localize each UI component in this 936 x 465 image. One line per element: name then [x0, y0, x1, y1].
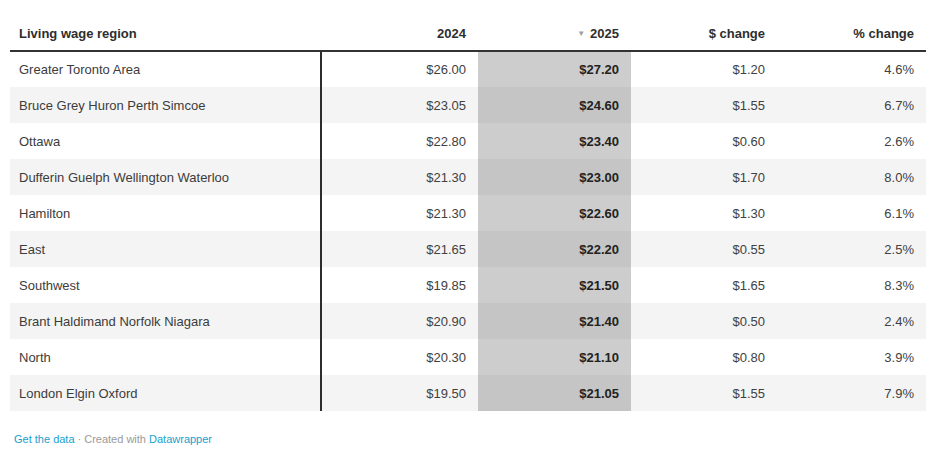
value-2025-cell: $21.10 — [478, 339, 631, 375]
value-2025-cell: $22.60 — [478, 195, 631, 231]
column-header-percent-change[interactable]: % change — [777, 20, 926, 51]
percent-change-cell: 2.5% — [777, 231, 926, 267]
table-row: Greater Toronto Area $26.00 $27.20 $1.20… — [10, 51, 926, 87]
region-cell: North — [10, 339, 321, 375]
table-row: Brant Haldimand Norfolk Niagara $20.90 $… — [10, 303, 926, 339]
region-cell: Southwest — [10, 267, 321, 303]
region-cell: Brant Haldimand Norfolk Niagara — [10, 303, 321, 339]
table-row: East $21.65 $22.20 $0.55 2.5% — [10, 231, 926, 267]
region-cell: Bruce Grey Huron Perth Simcoe — [10, 87, 321, 123]
footer-created-with-label: Created with — [84, 433, 146, 445]
column-header-2024[interactable]: 2024 — [321, 20, 478, 51]
dollar-change-cell: $0.55 — [631, 231, 777, 267]
dollar-change-cell: $0.60 — [631, 123, 777, 159]
value-2024-cell: $19.50 — [321, 375, 478, 411]
value-2024-cell: $19.85 — [321, 267, 478, 303]
value-2024-cell: $20.30 — [321, 339, 478, 375]
column-header-region[interactable]: Living wage region — [10, 20, 321, 51]
value-2024-cell: $22.80 — [321, 123, 478, 159]
region-cell: East — [10, 231, 321, 267]
region-cell: Hamilton — [10, 195, 321, 231]
percent-change-cell: 4.6% — [777, 51, 926, 87]
table-row: Ottawa $22.80 $23.40 $0.60 2.6% — [10, 123, 926, 159]
percent-change-cell: 8.0% — [777, 159, 926, 195]
dollar-change-cell: $1.30 — [631, 195, 777, 231]
value-2024-cell: $23.05 — [321, 87, 478, 123]
dollar-change-cell: $1.70 — [631, 159, 777, 195]
get-the-data-link[interactable]: Get the data — [14, 433, 75, 445]
value-2025-cell: $23.00 — [478, 159, 631, 195]
dollar-change-cell: $0.50 — [631, 303, 777, 339]
table-row: Southwest $19.85 $21.50 $1.65 8.3% — [10, 267, 926, 303]
percent-change-cell: 7.9% — [777, 375, 926, 411]
column-header-2025-label: 2025 — [590, 26, 619, 41]
region-cell: Dufferin Guelph Wellington Waterloo — [10, 159, 321, 195]
percent-change-cell: 2.6% — [777, 123, 926, 159]
region-cell: Ottawa — [10, 123, 321, 159]
dollar-change-cell: $1.55 — [631, 375, 777, 411]
value-2025-cell: $21.50 — [478, 267, 631, 303]
table-row: Dufferin Guelph Wellington Waterloo $21.… — [10, 159, 926, 195]
value-2025-cell: $23.40 — [478, 123, 631, 159]
region-cell: London Elgin Oxford — [10, 375, 321, 411]
chart-footer: Get the data·Created with Datawrapper — [10, 433, 926, 445]
table-row: North $20.30 $21.10 $0.80 3.9% — [10, 339, 926, 375]
value-2024-cell: $20.90 — [321, 303, 478, 339]
value-2025-cell: $21.05 — [478, 375, 631, 411]
dollar-change-cell: $1.55 — [631, 87, 777, 123]
percent-change-cell: 2.4% — [777, 303, 926, 339]
dollar-change-cell: $0.80 — [631, 339, 777, 375]
value-2024-cell: $21.30 — [321, 195, 478, 231]
percent-change-cell: 3.9% — [777, 339, 926, 375]
living-wage-table: Living wage region 2024 ▼ 2025 $ change %… — [10, 20, 926, 411]
percent-change-cell: 6.7% — [777, 87, 926, 123]
table-row: Hamilton $21.30 $22.60 $1.30 6.1% — [10, 195, 926, 231]
value-2025-cell: $21.40 — [478, 303, 631, 339]
dollar-change-cell: $1.20 — [631, 51, 777, 87]
percent-change-cell: 6.1% — [777, 195, 926, 231]
datawrapper-link[interactable]: Datawrapper — [149, 433, 212, 445]
region-cell: Greater Toronto Area — [10, 51, 321, 87]
value-2024-cell: $21.65 — [321, 231, 478, 267]
footer-separator: · — [78, 433, 82, 445]
value-2024-cell: $26.00 — [321, 51, 478, 87]
sort-desc-icon: ▼ — [577, 29, 585, 38]
value-2025-cell: $24.60 — [478, 87, 631, 123]
value-2025-cell: $22.20 — [478, 231, 631, 267]
column-header-dollar-change[interactable]: $ change — [631, 20, 777, 51]
table-row: Bruce Grey Huron Perth Simcoe $23.05 $24… — [10, 87, 926, 123]
value-2024-cell: $21.30 — [321, 159, 478, 195]
value-2025-cell: $27.20 — [478, 51, 631, 87]
percent-change-cell: 8.3% — [777, 267, 926, 303]
datawrapper-table-chart: Living wage region 2024 ▼ 2025 $ change %… — [0, 0, 936, 445]
header-row: Living wage region 2024 ▼ 2025 $ change %… — [10, 20, 926, 51]
table-row: London Elgin Oxford $19.50 $21.05 $1.55 … — [10, 375, 926, 411]
dollar-change-cell: $1.65 — [631, 267, 777, 303]
column-header-2025[interactable]: ▼ 2025 — [478, 20, 631, 51]
